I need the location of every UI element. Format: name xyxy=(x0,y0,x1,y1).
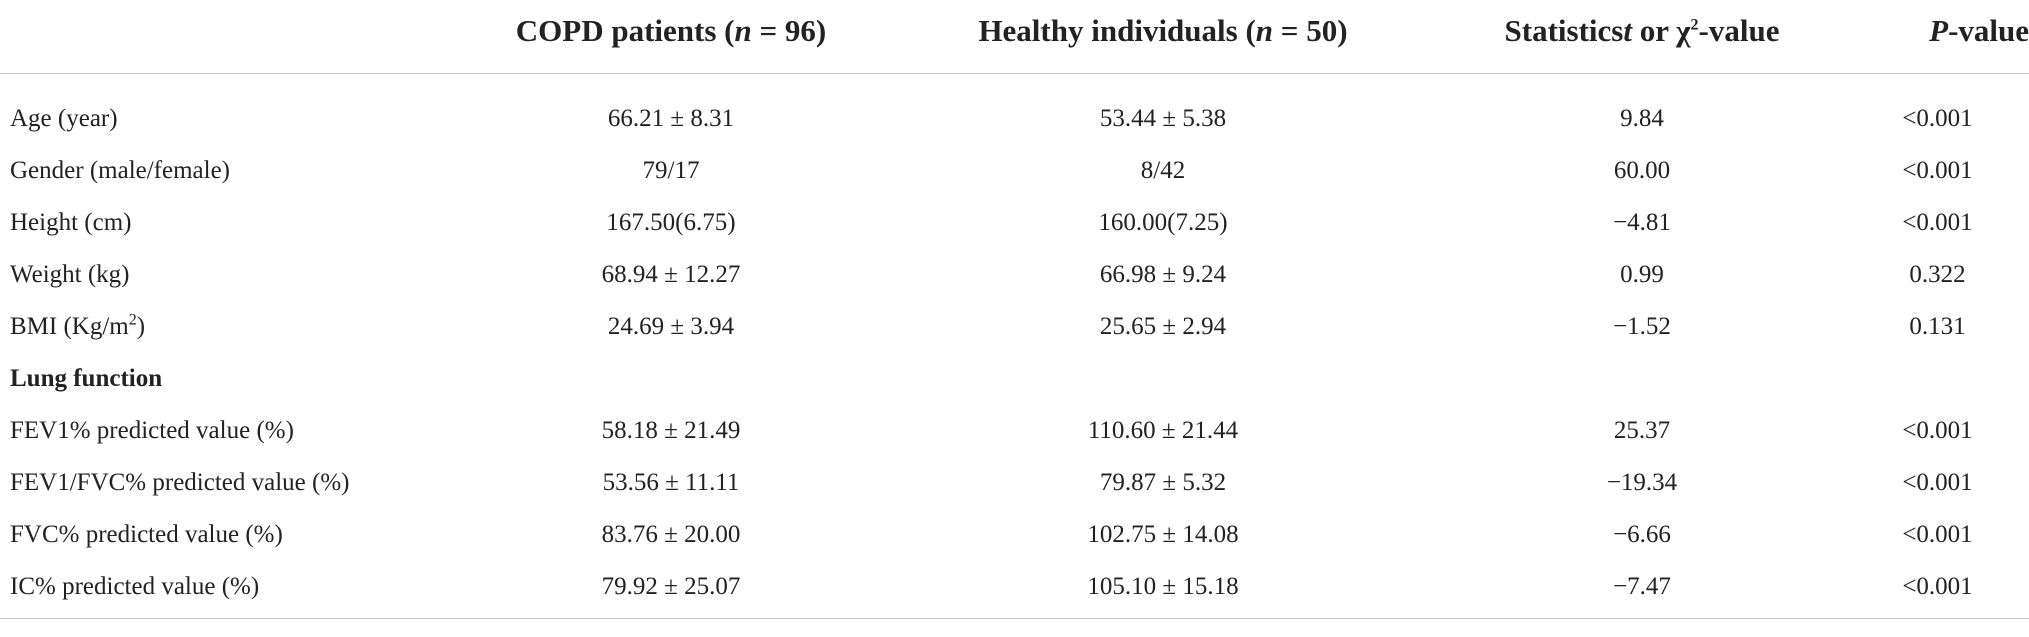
healthy-value: 160.00(7.25) xyxy=(1098,209,1228,236)
header-statistics: Statisticst or χ2-value xyxy=(1462,12,1822,50)
header-stat-sup: 2 xyxy=(1690,16,1699,34)
p-value: <0.001 xyxy=(1902,469,1973,496)
healthy-value: 25.65 ± 2.94 xyxy=(1099,313,1227,340)
header-healthy-prefix: Healthy individuals ( xyxy=(978,13,1256,48)
copd-value: 83.76 ± 20.00 xyxy=(601,521,741,548)
row-label: FVC% predicted value (%) xyxy=(10,521,283,548)
row-label: Gender (male/female) xyxy=(10,157,231,184)
header-healthy-suffix: = 50) xyxy=(1273,13,1348,48)
p-value: <0.001 xyxy=(1902,157,1973,184)
header-stat-middle: or χ xyxy=(1631,13,1691,48)
header-copd-suffix: = 96) xyxy=(751,13,827,48)
p-value: <0.001 xyxy=(1902,417,1973,444)
header-p-value: P-value xyxy=(1900,12,2029,50)
table-header: COPD patients (n = 96) Healthy individua… xyxy=(0,0,2029,74)
row-label: Height (cm) xyxy=(10,209,132,236)
header-p-suffix: -value xyxy=(1948,13,2029,48)
header-stat-suffix: -value xyxy=(1698,13,1780,48)
row-label: BMI (Kg/m2) xyxy=(10,312,145,342)
row-label: FEV1% predicted value (%) xyxy=(10,417,294,444)
healthy-value: 105.10 ± 15.18 xyxy=(1087,573,1239,600)
statistic-value: 9.84 xyxy=(1620,105,1664,132)
row-label: FEV1/FVC% predicted value (%) xyxy=(10,469,350,496)
bmi-label-prefix: BMI (Kg/m xyxy=(10,313,129,340)
copd-value: 66.21 ± 8.31 xyxy=(607,105,735,132)
p-value: <0.001 xyxy=(1902,573,1973,600)
statistic-value: −19.34 xyxy=(1606,469,1678,496)
statistic-value: −1.52 xyxy=(1613,313,1671,340)
bmi-label-suffix: ) xyxy=(136,313,146,340)
statistic-value: 25.37 xyxy=(1613,417,1671,444)
p-value: 0.131 xyxy=(1909,313,1966,340)
table-row: Weight (kg) 68.94 ± 12.27 66.98 ± 9.24 0… xyxy=(0,248,2029,300)
healthy-value: 110.60 ± 21.44 xyxy=(1087,417,1239,444)
section-label: Lung function xyxy=(10,365,163,392)
bottom-rule xyxy=(0,618,2029,619)
row-label: Weight (kg) xyxy=(10,261,130,288)
table-row: FEV1% predicted value (%) 58.18 ± 21.49 … xyxy=(0,404,2029,456)
section-row: Lung function xyxy=(0,352,2029,404)
healthy-value: 8/42 xyxy=(1140,157,1186,184)
copd-value: 58.18 ± 21.49 xyxy=(601,417,741,444)
row-label: IC% predicted value (%) xyxy=(10,573,260,600)
healthy-value: 102.75 ± 14.08 xyxy=(1087,521,1239,548)
data-table: COPD patients (n = 96) Healthy individua… xyxy=(0,0,2029,619)
copd-value: 79.92 ± 25.07 xyxy=(601,573,741,600)
statistic-value: −6.66 xyxy=(1613,521,1671,548)
header-stat-prefix: Statistics xyxy=(1504,13,1624,48)
row-label: Age (year) xyxy=(10,105,118,132)
table-row: Height (cm) 167.50(6.75) 160.00(7.25) −4… xyxy=(0,196,2029,248)
header-healthy-individuals: Healthy individuals (n = 50) xyxy=(938,12,1388,50)
bmi-label-sup: 2 xyxy=(128,311,137,329)
statistic-value: −7.47 xyxy=(1613,573,1671,600)
copd-value: 167.50(6.75) xyxy=(606,209,736,236)
table-row: Age (year) 66.21 ± 8.31 53.44 ± 5.38 9.8… xyxy=(0,92,2029,144)
p-value: <0.001 xyxy=(1902,521,1973,548)
header-p-italic: P xyxy=(1929,13,1949,48)
table-body: Age (year) 66.21 ± 8.31 53.44 ± 5.38 9.8… xyxy=(0,74,2029,612)
p-value: <0.001 xyxy=(1902,105,1973,132)
table-row: FEV1/FVC% predicted value (%) 53.56 ± 11… xyxy=(0,456,2029,508)
p-value: 0.322 xyxy=(1909,261,1966,288)
copd-value: 79/17 xyxy=(642,157,700,184)
header-copd-patients: COPD patients (n = 96) xyxy=(486,12,856,50)
header-copd-n: n xyxy=(734,13,752,48)
healthy-value: 79.87 ± 5.32 xyxy=(1099,469,1227,496)
healthy-value: 66.98 ± 9.24 xyxy=(1099,261,1227,288)
copd-value: 53.56 ± 11.11 xyxy=(602,469,740,496)
header-healthy-n: n xyxy=(1255,13,1274,48)
p-value: <0.001 xyxy=(1902,209,1973,236)
table-row: FVC% predicted value (%) 83.76 ± 20.00 1… xyxy=(0,508,2029,560)
statistic-value: 60.00 xyxy=(1613,157,1671,184)
table-row: BMI (Kg/m2) 24.69 ± 3.94 25.65 ± 2.94 −1… xyxy=(0,300,2029,352)
copd-value: 68.94 ± 12.27 xyxy=(601,261,741,288)
statistic-value: 0.99 xyxy=(1620,261,1664,288)
table-row: Gender (male/female) 79/17 8/42 60.00 <0… xyxy=(0,144,2029,196)
healthy-value: 53.44 ± 5.38 xyxy=(1099,105,1227,132)
statistic-value: −4.81 xyxy=(1613,209,1671,236)
header-copd-prefix: COPD patients ( xyxy=(515,13,735,48)
table-row: IC% predicted value (%) 79.92 ± 25.07 10… xyxy=(0,560,2029,612)
copd-value: 24.69 ± 3.94 xyxy=(607,313,735,340)
header-stat-t: t xyxy=(1623,13,1632,48)
